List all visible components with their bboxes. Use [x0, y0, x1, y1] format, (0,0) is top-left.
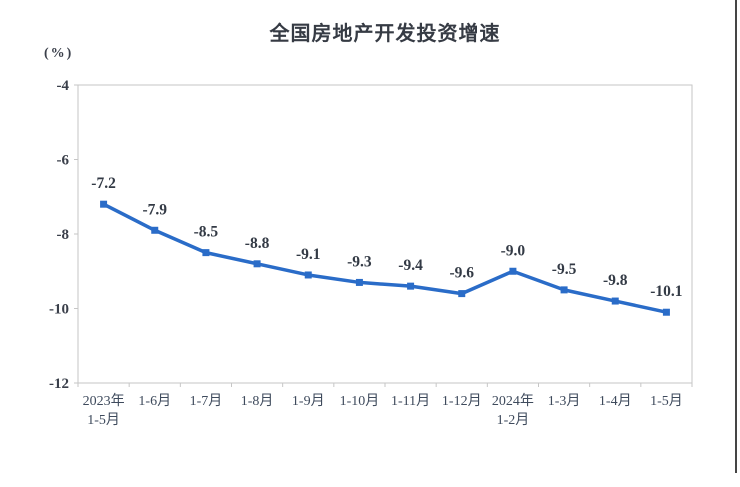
x-tick-label: 1-9月 [292, 393, 325, 409]
data-point-label: -9.1 [296, 246, 321, 263]
trend-line [101, 202, 669, 314]
chart-title: 全国房地产开发投资增速 [269, 23, 501, 45]
x-tick-label: 1-3月 [548, 393, 581, 409]
data-point-label: -9.6 [449, 265, 474, 282]
x-tick-label: 1-12月 [442, 393, 482, 409]
y-tick-label: -12 [49, 376, 69, 392]
data-point-marker [560, 286, 568, 294]
x-tick-label: 1-10月 [340, 393, 380, 409]
data-point-marker [304, 271, 312, 279]
x-tick-label: 1-5月 [650, 393, 683, 409]
data-point-marker [458, 290, 466, 298]
data-point-label: -7.2 [91, 175, 116, 192]
x-tick-label: 1-4月 [599, 393, 632, 409]
data-point-label: -9.5 [552, 261, 577, 278]
x-tick-label: 1-6月 [138, 393, 171, 409]
x-tick-label: 1-7月 [190, 393, 223, 409]
y-tick-label: -6 [57, 153, 70, 169]
data-point-label: -8.8 [245, 235, 270, 252]
y-axis-unit-label: (%) [44, 46, 74, 61]
data-point-label: -9.0 [501, 242, 526, 259]
data-point-label: -7.9 [142, 201, 167, 218]
x-tick-label: 1-11月 [391, 393, 430, 409]
data-point-label: -10.1 [650, 283, 682, 300]
data-point-marker [611, 297, 619, 305]
y-tick-label: -10 [49, 302, 69, 318]
data-point-label: -9.3 [347, 253, 372, 270]
data-point-marker [407, 282, 415, 290]
data-point-marker [202, 249, 210, 257]
data-point-marker [662, 308, 670, 316]
x-tick-label: 2024年 1-2月 [492, 393, 534, 428]
y-tick-label: -4 [57, 78, 70, 94]
x-tick-label: 2023年 1-5月 [83, 393, 125, 428]
data-point-marker [509, 267, 517, 275]
data-point-marker [253, 260, 261, 268]
data-point-marker [355, 278, 363, 286]
data-point-label: -9.8 [603, 272, 628, 289]
data-point-marker [151, 226, 159, 234]
data-point-marker [100, 200, 108, 208]
data-point-label: -9.4 [398, 257, 423, 274]
y-tick-label: -8 [57, 227, 70, 243]
window-right-border [735, 0, 737, 473]
plot-border [77, 84, 693, 384]
x-tick-label: 1-8月 [241, 393, 274, 409]
data-point-label: -8.5 [194, 224, 219, 241]
